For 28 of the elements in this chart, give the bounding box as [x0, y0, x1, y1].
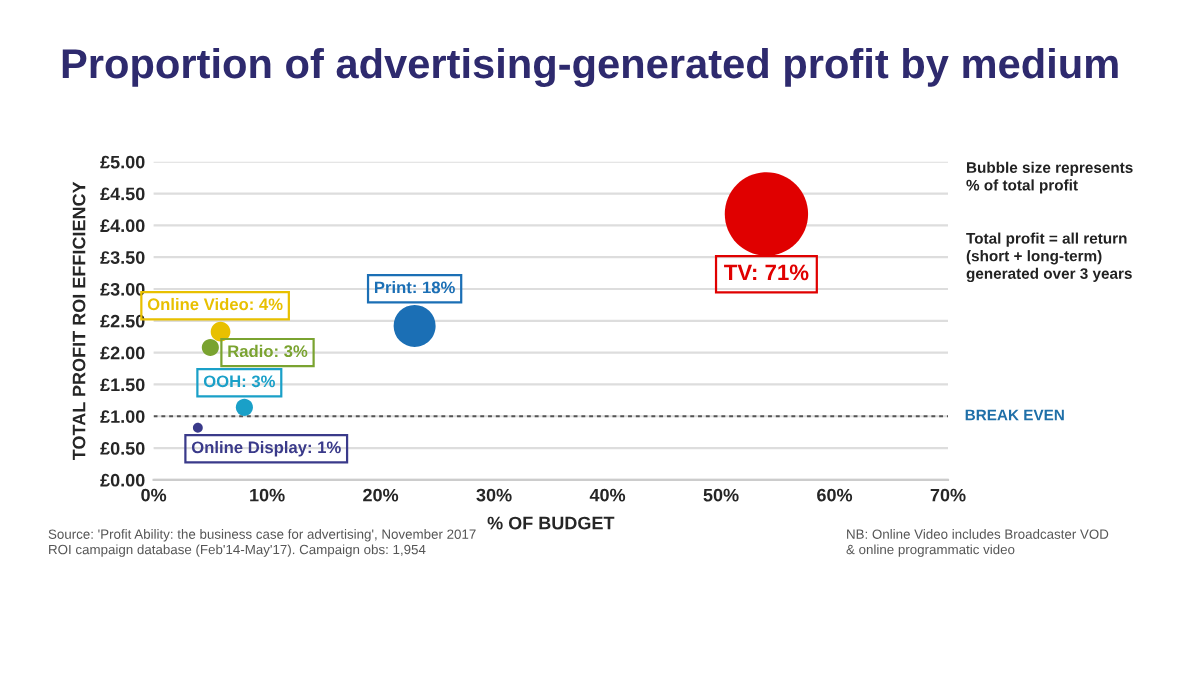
x-tick-label: 70%	[930, 488, 966, 502]
x-tick-label: 0%	[141, 488, 167, 502]
annotation: Online Display: 1%	[191, 440, 341, 457]
y-axis-title: TOTAL PROFIT ROI EFFICIENCY	[72, 181, 86, 461]
x-tick-label: 50%	[703, 488, 739, 502]
y-tick-label: £3.50	[100, 251, 145, 264]
y-tick-label: £2.50	[100, 314, 145, 328]
annotation: OOH: 3%	[203, 375, 275, 388]
x-tick-label: 40%	[589, 488, 626, 502]
y-tick-label: £5.00	[100, 155, 145, 169]
y-tick-label: £4.00	[100, 219, 145, 233]
y-tick-label: £2.00	[100, 346, 145, 360]
x-tick-label: 10%	[250, 488, 285, 502]
y-tick-label: £0.50	[100, 442, 145, 455]
annotation: TV: 71%	[724, 264, 809, 281]
y-tick-label: £4.50	[100, 187, 145, 201]
annotation: Radio: 3%	[228, 344, 308, 358]
y-tick-label: £0.00	[100, 473, 145, 487]
annotation: Online Video: 4%	[147, 297, 283, 311]
y-tick-label: £1.50	[100, 378, 145, 392]
chart-title: Proportion of advertising-generated profit by medium	[62, 47, 1118, 87]
y-tick-label: £3.00	[100, 282, 145, 296]
x-tick-label: 30%	[476, 488, 512, 502]
x-tick-label: 20%	[363, 488, 399, 502]
x-tick-label: 60%	[817, 488, 853, 502]
x-axis-title: % OF BUDGET	[487, 516, 615, 530]
annotation: Print: 18%	[374, 281, 455, 294]
y-tick-label: £1.00	[100, 410, 145, 423]
